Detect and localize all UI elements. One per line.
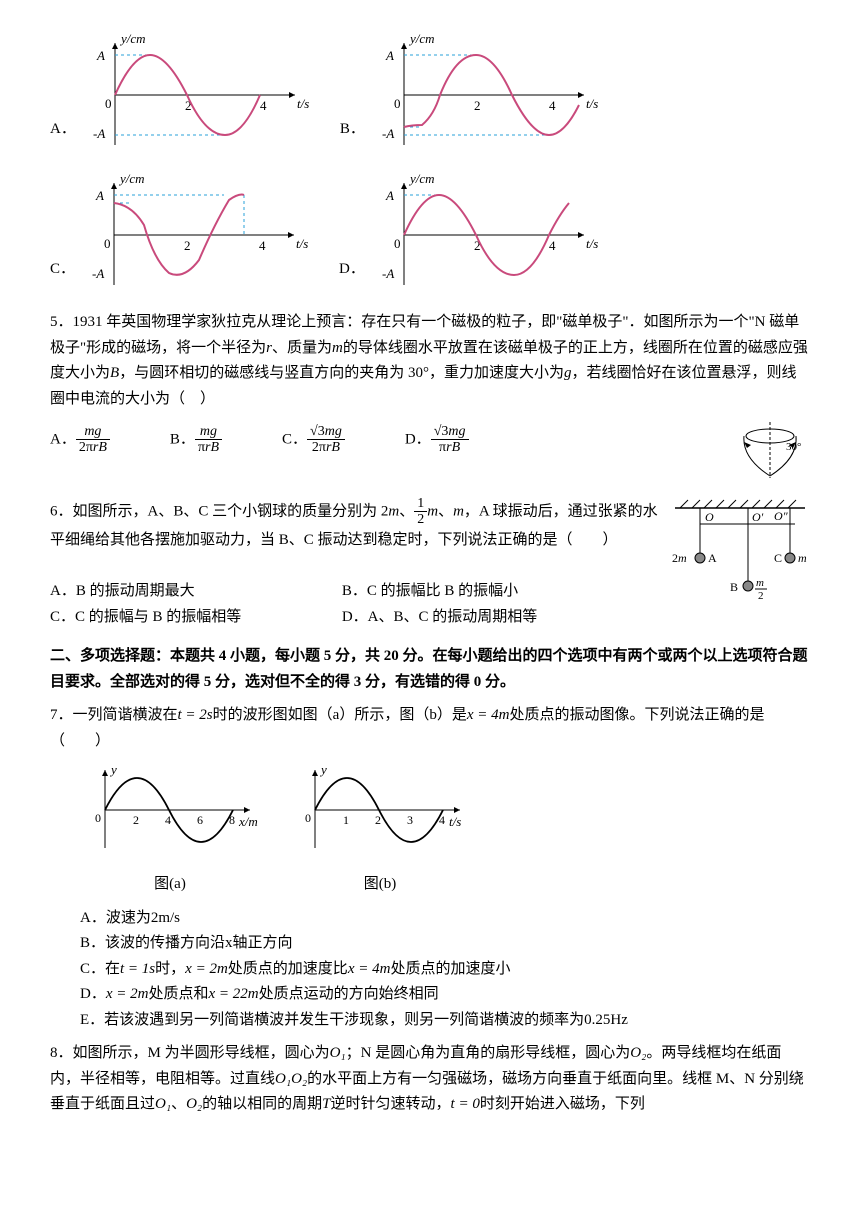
wave-fig-b: 0 1234 y t/s	[290, 762, 470, 872]
svg-text:A: A	[96, 48, 105, 63]
svg-text:-A: -A	[93, 126, 105, 141]
svg-text:y: y	[109, 762, 117, 777]
svg-text:2m: 2m	[672, 551, 687, 565]
svg-text:0: 0	[104, 236, 111, 251]
svg-text:y/cm: y/cm	[408, 171, 435, 186]
svg-text:y/cm: y/cm	[408, 31, 435, 46]
svg-text:y: y	[319, 762, 327, 777]
q6-figure: O O′ O″ 2m A B m 2 Cm	[670, 496, 810, 606]
q7-option-c: C．在t = 1s时，x = 2m处质点的加速度比x = 4m处质点的加速度小	[80, 957, 810, 983]
svg-text:y/cm: y/cm	[118, 171, 145, 186]
q7-options: A．波速为2m/s B．该波的传播方向沿x轴正方向 C．在t = 1s时，x =…	[80, 906, 810, 1034]
q5-option-c: C．√3mg2πrB	[282, 424, 345, 456]
svg-text:A: A	[95, 188, 104, 203]
q7-fig-b: 0 1234 y t/s 图(b)	[290, 762, 470, 898]
svg-text:0: 0	[105, 96, 112, 111]
chart-row-1: A． A -A 0 2 4 y/cm t/s B． A	[50, 30, 810, 160]
svg-text:4: 4	[260, 98, 267, 113]
svg-text:0: 0	[394, 236, 401, 251]
svg-text:0: 0	[305, 811, 311, 825]
svg-text:m: m	[756, 577, 764, 589]
svg-text:30°: 30°	[786, 441, 801, 453]
svg-text:0: 0	[95, 811, 101, 825]
q5-figure: 30°	[730, 418, 810, 488]
question-7: 7．一列简谐横波在t = 2s时的波形图如图（a）所示，图（b）是x = 4m处…	[50, 703, 810, 754]
q7-figures: 0 2468 y x/m 图(a) 0 1234 y t/s 图(b)	[80, 762, 810, 898]
q5-option-b: B．mgπrB	[170, 424, 222, 456]
chart-option-c: C． A -A 0 2 4 y/cm t/s	[50, 170, 309, 300]
svg-text:2: 2	[758, 590, 764, 602]
q5-option-a: A．mg2πrB	[50, 424, 110, 456]
svg-text:t/s: t/s	[449, 814, 461, 829]
q7-option-a: A．波速为2m/s	[80, 906, 810, 932]
svg-text:O″: O″	[774, 509, 789, 523]
svg-text:2: 2	[474, 98, 481, 113]
chart-label-d: D．	[339, 257, 365, 283]
q6-t1: 6．如图所示，A、B、C 三个小钢球的质量分别为	[50, 503, 377, 519]
svg-text:2: 2	[375, 813, 381, 827]
svg-text:-A: -A	[92, 266, 104, 281]
svg-text:x/m: x/m	[238, 814, 258, 829]
q7-fig-b-caption: 图(b)	[290, 872, 470, 898]
question-8: 8．如图所示，M 为半圆形导线框，圆心为O₁；N 是圆心角为直角的扇形导线框，圆…	[50, 1041, 810, 1118]
wave-chart-b: A -A 0 2 4 y/cm t/s	[369, 30, 599, 160]
svg-text:4: 4	[549, 98, 556, 113]
chart-label-a: A．	[50, 117, 76, 143]
svg-text:A: A	[708, 551, 717, 565]
q7-option-d: D．x = 2m处质点和x = 22m处质点运动的方向始终相同	[80, 982, 810, 1008]
svg-text:2: 2	[133, 813, 139, 827]
chart-option-d: D． A -A 0 2 4 y/cm t/s	[339, 170, 599, 300]
chart-option-b: B． A -A 0 2 4 y/cm t/s	[340, 30, 599, 160]
q6-option-b: B．C 的振幅比 B 的振幅小	[342, 579, 634, 605]
question-5: 5．1931 年英国物理学家狄拉克从理论上预言：存在只有一个磁极的粒子，即"磁单…	[50, 310, 810, 412]
q6-option-d: D．A、B、C 的振动周期相等	[342, 605, 634, 631]
svg-text:t/s: t/s	[586, 96, 598, 111]
monopole-icon: 30°	[730, 418, 810, 488]
q6-option-c: C．C 的振幅与 B 的振幅相等	[50, 605, 342, 631]
q7-option-b: B．该波的传播方向沿x轴正方向	[80, 931, 810, 957]
svg-text:B: B	[730, 580, 738, 594]
svg-text:4: 4	[549, 238, 556, 253]
svg-text:C: C	[774, 551, 782, 565]
q7-fig-a-caption: 图(a)	[80, 872, 260, 898]
svg-text:y/cm: y/cm	[119, 31, 146, 46]
section-2-header: 二、多项选择题：本题共 4 小题，每小题 5 分，共 20 分。在每小题给出的四…	[50, 644, 810, 695]
svg-text:A: A	[385, 188, 394, 203]
svg-text:4: 4	[165, 813, 171, 827]
q6-option-a: A．B 的振动周期最大	[50, 579, 342, 605]
svg-text:1: 1	[343, 813, 349, 827]
chart-row-2: C． A -A 0 2 4 y/cm t/s D．	[50, 170, 810, 300]
svg-text:t/s: t/s	[297, 96, 309, 111]
pendulum-icon: O O′ O″ 2m A B m 2 Cm	[670, 496, 810, 606]
svg-text:A: A	[385, 48, 394, 63]
question-6: 6．如图所示，A、B、C 三个小钢球的质量分别为 2m、12m、m，A 球振动后…	[50, 496, 810, 636]
q5-options-row: A．mg2πrB B．mgπrB C．√3mg2πrB D．√3mgπrB 30…	[50, 418, 810, 488]
q5-t4: ，与圆环相切的磁感线与竖直方向的夹角为 30°，重力加速度大小为	[119, 365, 564, 381]
svg-text:0: 0	[394, 96, 401, 111]
svg-text:O: O	[705, 510, 714, 524]
q5-option-d: D．√3mgπrB	[405, 424, 469, 456]
wave-chart-c: A -A 0 2 4 y/cm t/s	[79, 170, 309, 300]
chart-label-c: C．	[50, 257, 75, 283]
svg-text:2: 2	[184, 238, 191, 253]
chart-option-a: A． A -A 0 2 4 y/cm t/s	[50, 30, 310, 160]
svg-text:t/s: t/s	[586, 236, 598, 251]
svg-text:3: 3	[407, 813, 413, 827]
svg-text:6: 6	[197, 813, 203, 827]
svg-text:O′: O′	[752, 510, 764, 524]
q7-option-e: E．若该波遇到另一列简谐横波并发生干涉现象，则另一列简谐横波的频率为0.25Hz	[80, 1008, 810, 1034]
svg-text:-A: -A	[382, 126, 394, 141]
svg-text:t/s: t/s	[296, 236, 308, 251]
q5-t2: 、质量为	[272, 340, 332, 356]
svg-text:-A: -A	[382, 266, 394, 281]
svg-text:4: 4	[259, 238, 266, 253]
wave-chart-a: A -A 0 2 4 y/cm t/s	[80, 30, 310, 160]
q7-fig-a: 0 2468 y x/m 图(a)	[80, 762, 260, 898]
wave-fig-a: 0 2468 y x/m	[80, 762, 260, 872]
svg-text:m: m	[798, 551, 807, 565]
wave-chart-d: A -A 0 2 4 y/cm t/s	[369, 170, 599, 300]
chart-label-b: B．	[340, 117, 365, 143]
